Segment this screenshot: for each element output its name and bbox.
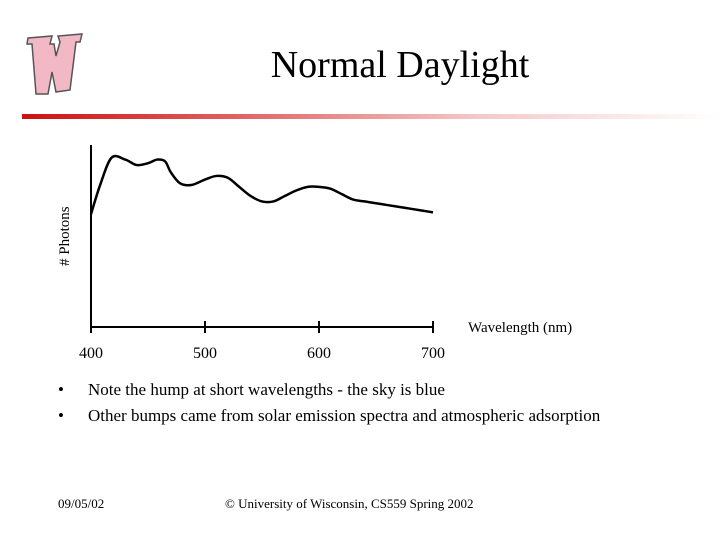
bullet-text: Note the hump at short wavelengths - the… (88, 380, 445, 399)
y-axis-label: # Photons (57, 206, 73, 266)
spectrum-chart: 400 500 600 700 # Photons Wavelength (nm) (57, 145, 572, 362)
slide-title: Normal Daylight (270, 44, 530, 86)
series-line (89, 154, 434, 215)
bullet-text: Other bumps came from solar emission spe… (88, 406, 601, 425)
bullet-item: • Other bumps came from solar emission s… (58, 403, 658, 429)
university-logo (26, 33, 83, 95)
x-tick-label: 600 (307, 345, 331, 362)
bullet-list: • Note the hump at short wavelengths - t… (58, 377, 658, 429)
footer-date: 09/05/02 (58, 496, 105, 511)
x-tick-label: 500 (193, 345, 217, 362)
x-tick-label: 400 (79, 345, 103, 362)
bullet-symbol: • (58, 380, 64, 399)
x-tick-label: 700 (421, 345, 445, 362)
logo-w-shape (26, 33, 83, 95)
bullet-symbol: • (58, 406, 64, 425)
x-axis-label: Wavelength (nm) (468, 320, 572, 336)
title-divider (22, 114, 720, 119)
bullet-item: • Note the hump at short wavelengths - t… (58, 377, 658, 403)
footer-copyright: © University of Wisconsin, CS559 Spring … (225, 496, 474, 511)
